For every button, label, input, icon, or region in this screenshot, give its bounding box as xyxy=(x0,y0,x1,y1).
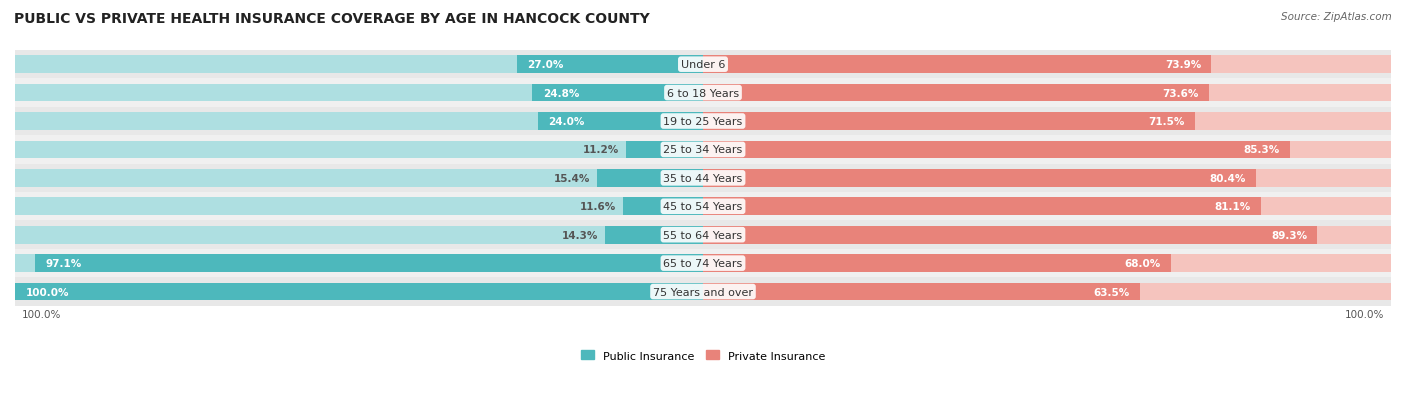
Text: 68.0%: 68.0% xyxy=(1125,259,1160,268)
Text: 63.5%: 63.5% xyxy=(1094,287,1129,297)
Text: 89.3%: 89.3% xyxy=(1271,230,1308,240)
Bar xyxy=(623,198,703,216)
Text: 24.0%: 24.0% xyxy=(548,117,585,127)
Bar xyxy=(703,226,1317,244)
Text: Under 6: Under 6 xyxy=(681,60,725,70)
Text: 11.2%: 11.2% xyxy=(583,145,619,155)
Bar xyxy=(15,192,1391,221)
Bar xyxy=(703,113,1391,131)
Bar xyxy=(703,170,1391,187)
Bar xyxy=(605,226,703,244)
Text: 75 Years and over: 75 Years and over xyxy=(652,287,754,297)
Text: 100.0%: 100.0% xyxy=(25,287,69,297)
Bar xyxy=(703,56,1391,74)
Bar xyxy=(15,255,703,272)
Bar xyxy=(703,56,1212,74)
Text: 25 to 34 Years: 25 to 34 Years xyxy=(664,145,742,155)
Bar xyxy=(703,141,1391,159)
Text: 19 to 25 Years: 19 to 25 Years xyxy=(664,117,742,127)
Text: 14.3%: 14.3% xyxy=(561,230,598,240)
Text: 81.1%: 81.1% xyxy=(1215,202,1251,212)
Bar xyxy=(703,226,1391,244)
Text: 45 to 54 Years: 45 to 54 Years xyxy=(664,202,742,212)
Text: 71.5%: 71.5% xyxy=(1149,117,1185,127)
Bar xyxy=(35,255,703,272)
Text: 73.6%: 73.6% xyxy=(1163,88,1199,98)
Bar xyxy=(15,283,703,301)
Bar xyxy=(15,170,703,187)
Bar xyxy=(703,198,1261,216)
Bar xyxy=(15,107,1391,136)
Text: 35 to 44 Years: 35 to 44 Years xyxy=(664,173,742,183)
Bar xyxy=(598,170,703,187)
Bar xyxy=(533,85,703,102)
Text: 100.0%: 100.0% xyxy=(1344,309,1384,319)
Text: 73.9%: 73.9% xyxy=(1164,60,1201,70)
Bar xyxy=(15,278,1391,306)
Bar xyxy=(15,249,1391,278)
Text: 6 to 18 Years: 6 to 18 Years xyxy=(666,88,740,98)
Bar xyxy=(703,113,1195,131)
Text: PUBLIC VS PRIVATE HEALTH INSURANCE COVERAGE BY AGE IN HANCOCK COUNTY: PUBLIC VS PRIVATE HEALTH INSURANCE COVER… xyxy=(14,12,650,26)
Bar xyxy=(703,85,1391,102)
Bar xyxy=(703,255,1171,272)
Bar xyxy=(15,141,703,159)
Bar xyxy=(538,113,703,131)
Legend: Public Insurance, Private Insurance: Public Insurance, Private Insurance xyxy=(581,350,825,361)
Text: Source: ZipAtlas.com: Source: ZipAtlas.com xyxy=(1281,12,1392,22)
Bar xyxy=(15,164,1391,192)
Bar xyxy=(703,255,1391,272)
Bar xyxy=(15,113,703,131)
Bar xyxy=(703,198,1391,216)
Text: 55 to 64 Years: 55 to 64 Years xyxy=(664,230,742,240)
Bar xyxy=(15,136,1391,164)
Bar xyxy=(703,85,1209,102)
Text: 65 to 74 Years: 65 to 74 Years xyxy=(664,259,742,268)
Text: 24.8%: 24.8% xyxy=(543,88,579,98)
Bar xyxy=(703,141,1289,159)
Text: 11.6%: 11.6% xyxy=(581,202,616,212)
Text: 97.1%: 97.1% xyxy=(45,259,82,268)
Text: 27.0%: 27.0% xyxy=(527,60,564,70)
Text: 80.4%: 80.4% xyxy=(1209,173,1246,183)
Bar xyxy=(15,221,1391,249)
Bar xyxy=(15,79,1391,107)
Bar xyxy=(15,51,1391,79)
Bar xyxy=(703,170,1256,187)
Bar xyxy=(15,283,703,301)
Bar xyxy=(703,283,1140,301)
Text: 85.3%: 85.3% xyxy=(1243,145,1279,155)
Bar xyxy=(15,56,703,74)
Bar xyxy=(15,85,703,102)
Bar xyxy=(15,226,703,244)
Bar xyxy=(703,283,1391,301)
Text: 15.4%: 15.4% xyxy=(554,173,591,183)
Text: 100.0%: 100.0% xyxy=(22,309,62,319)
Bar xyxy=(15,198,703,216)
Bar xyxy=(517,56,703,74)
Bar xyxy=(626,141,703,159)
